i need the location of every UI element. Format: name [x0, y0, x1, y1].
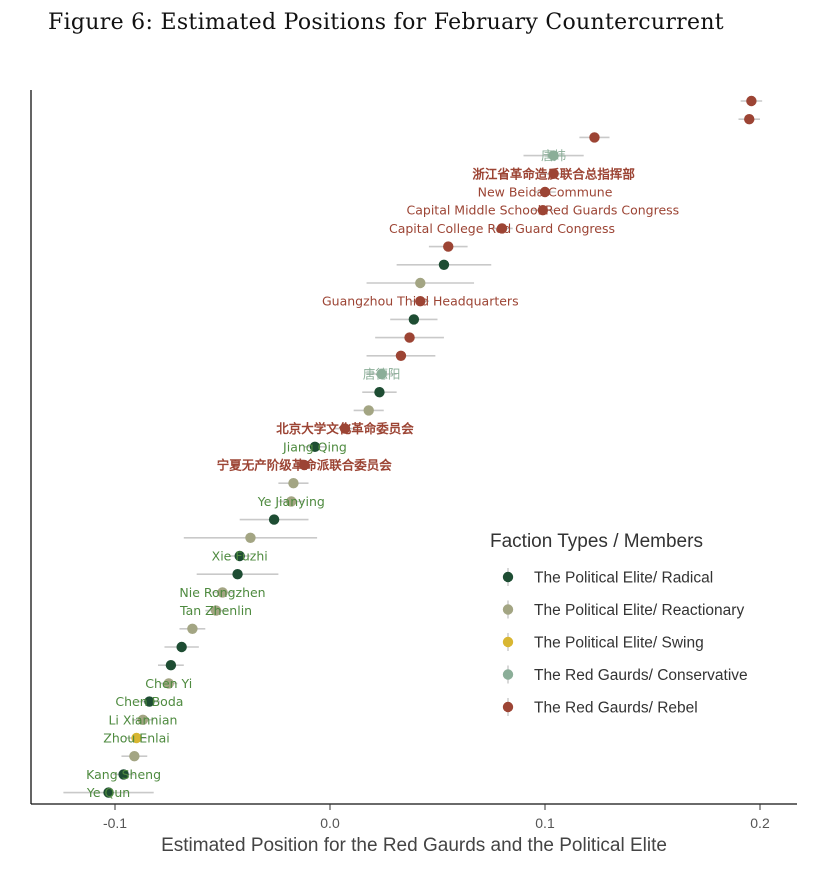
point-layer [103, 95, 757, 798]
point-marker [299, 459, 310, 471]
x-axis-title: Estimated Position for the Red Gaurds an… [161, 835, 667, 856]
point-marker [232, 569, 243, 580]
point-label: Chen Boda [115, 694, 183, 709]
point-marker [537, 205, 549, 216]
legend-title: Faction Types / Members [490, 531, 703, 552]
point-label: Zhou Enlai [103, 731, 169, 746]
point-marker [339, 423, 351, 434]
point-label: Nie Rongzhen [179, 585, 265, 600]
point-label: 北京大学文化革命委员会 [276, 421, 414, 436]
point-marker [539, 186, 551, 198]
legend-label: The Red Gaurds/ Conservative [534, 667, 748, 684]
point-marker [415, 296, 426, 307]
legend-marker [502, 636, 514, 648]
legend-marker [502, 669, 514, 680]
point-label: Jiang Qing [282, 439, 347, 454]
point-label: Ye Jianying [257, 494, 325, 509]
point-label: Tan Zhenlin [179, 603, 252, 618]
point-marker [376, 368, 387, 380]
point-marker [118, 769, 129, 780]
point-marker [496, 223, 508, 234]
point-marker [363, 405, 374, 416]
legend-marker [502, 604, 514, 615]
point-label: Li Xiannian [108, 712, 177, 727]
legend-label: The Political Elite/ Swing [534, 635, 704, 652]
legend-label: The Political Elite/ Reactionary [534, 602, 744, 619]
point-marker [395, 350, 407, 361]
point-marker [589, 132, 600, 143]
point-marker [286, 496, 297, 507]
legend-entries: The Political Elite/ Radical The Politica… [502, 568, 748, 717]
point-label: 唐炜 [541, 148, 566, 163]
x-tick-label: 0.0 [320, 815, 340, 831]
x-tick-label: 0.1 [535, 815, 555, 831]
point-marker [268, 514, 280, 525]
x-tick-label: 0.2 [750, 815, 770, 831]
point-marker [443, 241, 454, 252]
point-marker [137, 714, 149, 725]
point-marker [309, 441, 321, 452]
point-label: 浙江省革命造反联合总指挥部 [472, 166, 635, 181]
point-label: Chen Yi [145, 676, 192, 691]
point-marker [217, 587, 228, 598]
point-marker [746, 95, 757, 107]
point-label: Ye Qun [86, 785, 130, 800]
point-label: Capital College Red Guard Congress [389, 221, 615, 236]
legend-marker [502, 701, 514, 713]
point-label: Kang Sheng [86, 767, 161, 782]
point-marker [288, 478, 299, 489]
point-label: Capital Middle School Red Guards Congres… [407, 203, 680, 218]
point-marker [165, 660, 177, 671]
point-marker [404, 332, 415, 343]
chart-title: Figure 6: Estimated Positions for Februa… [48, 10, 724, 35]
point-marker [548, 168, 559, 179]
legend-marker [502, 571, 514, 583]
point-marker [131, 732, 142, 744]
x-tick-label: -0.1 [103, 815, 127, 831]
point-label: 宁夏无产阶级革命派联合委员会 [217, 458, 393, 473]
point-marker [129, 751, 140, 762]
point-marker [163, 678, 174, 689]
point-marker [548, 150, 559, 161]
point-marker [187, 623, 198, 634]
point-marker [438, 259, 450, 270]
point-marker [234, 550, 245, 562]
point-marker [210, 605, 222, 616]
legend-label: The Political Elite/ Radical [534, 570, 713, 587]
point-marker [103, 787, 114, 798]
point-marker [374, 387, 385, 398]
point-marker [144, 696, 155, 707]
point-label: Guangzhou Third Headquarters [322, 294, 519, 309]
x-ticks: -0.1 0.0 0.1 0.2 [103, 804, 770, 831]
point-label: New Beida Commune [478, 185, 613, 200]
point-marker [415, 277, 426, 289]
point-marker [176, 641, 187, 653]
point-marker [744, 114, 755, 125]
legend: Faction Types / Members The Political El… [490, 531, 748, 717]
point-label: Xie Fuzhi [212, 549, 268, 564]
point-marker [408, 314, 420, 325]
point-label: 唐德阳 [363, 367, 401, 382]
legend-label: The Red Gaurds/ Rebel [534, 700, 698, 717]
axes [30, 90, 797, 805]
point-marker [245, 532, 256, 543]
